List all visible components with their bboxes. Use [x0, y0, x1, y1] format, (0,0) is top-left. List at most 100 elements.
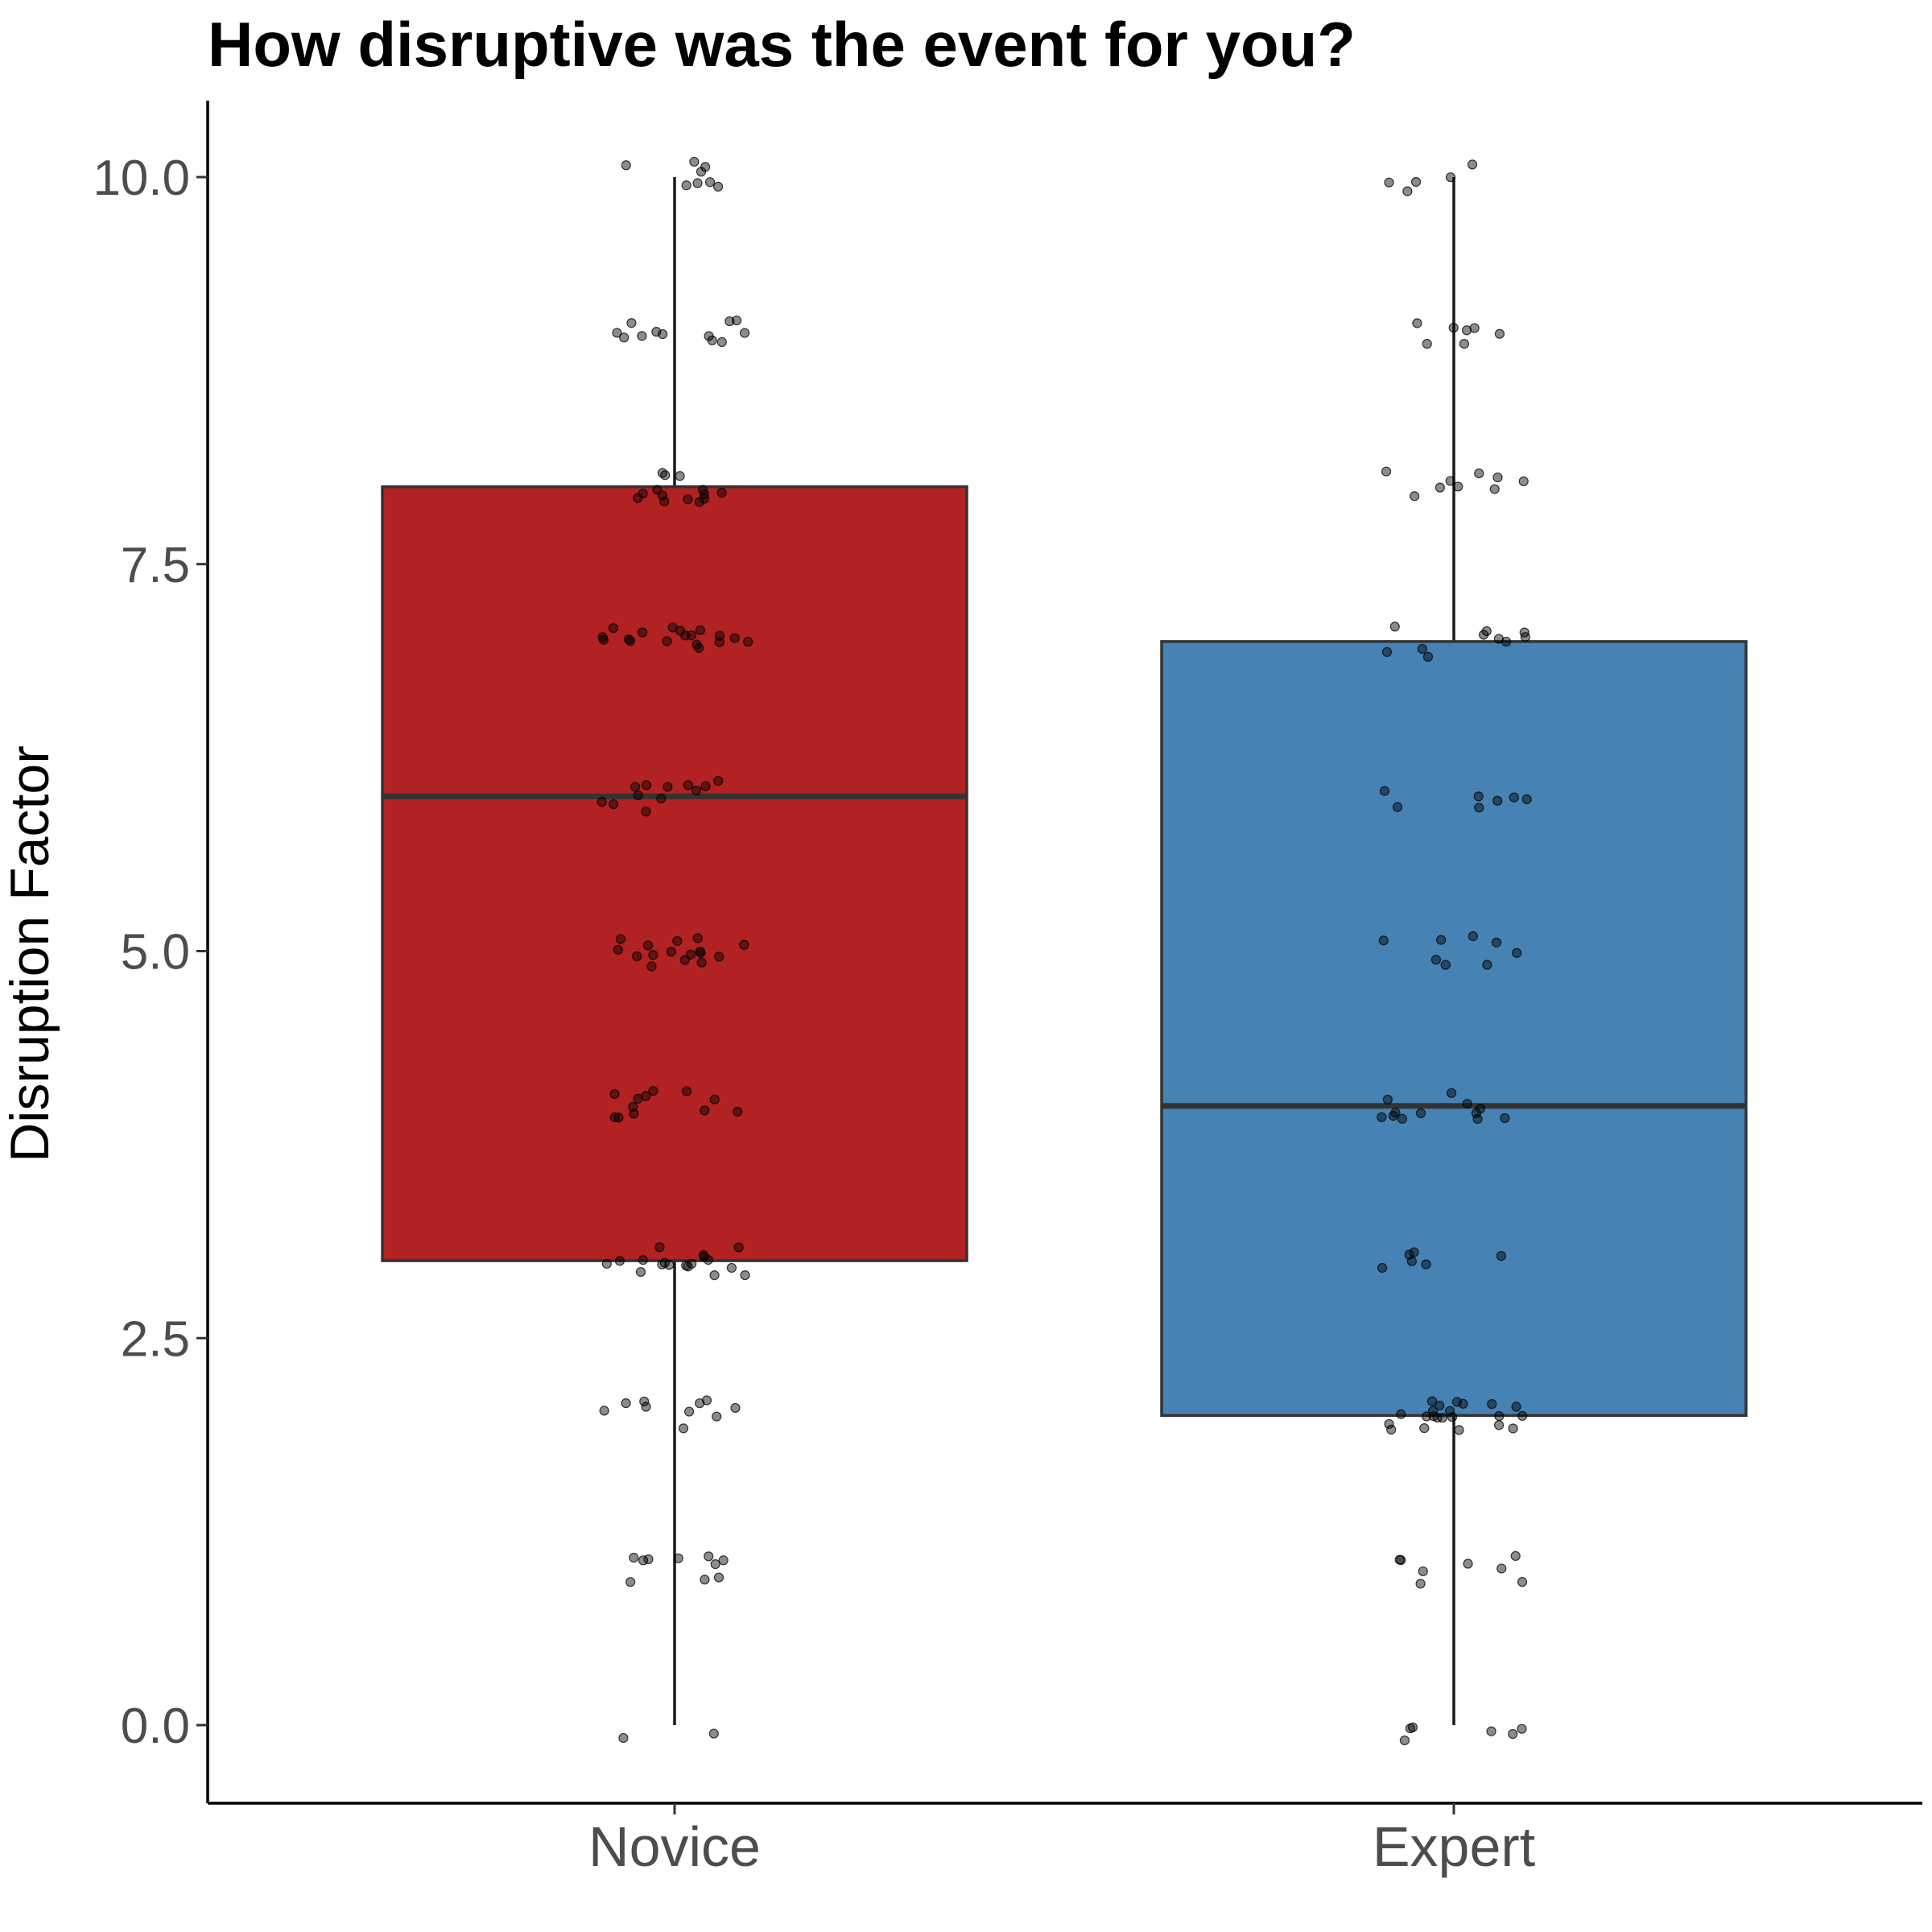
- expert-point: [1379, 786, 1390, 796]
- novice-point: [712, 181, 724, 192]
- novice-point: [699, 489, 709, 500]
- expert-point: [1459, 338, 1470, 349]
- expert-point: [1406, 1256, 1417, 1266]
- expert-point: [1410, 176, 1422, 188]
- expert-point: [1491, 937, 1502, 947]
- expert-point: [1421, 1259, 1431, 1269]
- novice-point: [630, 782, 641, 792]
- novice-point: [718, 1555, 729, 1566]
- expert-point: [1378, 935, 1389, 946]
- expert-point: [1500, 1113, 1510, 1124]
- novice-point: [710, 1559, 720, 1570]
- expert-point: [1517, 1577, 1528, 1587]
- novice-point: [675, 471, 685, 481]
- novice-point: [646, 961, 657, 972]
- novice-point: [707, 335, 717, 345]
- expert-point: [1382, 1094, 1393, 1105]
- expert-point: [1435, 482, 1445, 493]
- expert-point: [1422, 1411, 1432, 1422]
- expert-point: [1508, 1423, 1518, 1434]
- expert-point: [1467, 159, 1478, 170]
- novice-point: [625, 1577, 636, 1587]
- expert-point: [1422, 651, 1434, 663]
- novice-point: [691, 785, 702, 796]
- novice-point: [597, 632, 608, 642]
- expert-point: [1463, 1558, 1473, 1569]
- novice-point: [648, 950, 658, 960]
- expert-point: [1493, 1420, 1505, 1430]
- expert-point: [1389, 621, 1400, 632]
- novice-point: [684, 1406, 695, 1417]
- novice-point: [623, 634, 634, 645]
- expert-point: [1468, 931, 1478, 942]
- novice-point: [713, 1572, 724, 1583]
- novice-point: [704, 177, 716, 188]
- novice-point: [638, 488, 648, 499]
- expert-point: [1446, 1088, 1457, 1098]
- y-tick-label: 7.5: [121, 538, 190, 593]
- expert-point: [1511, 1402, 1521, 1412]
- novice-point: [699, 1252, 709, 1262]
- novice-point: [716, 487, 727, 498]
- novice-point: [608, 623, 618, 634]
- novice-point: [641, 1402, 651, 1412]
- novice-point: [625, 636, 636, 646]
- expert-point: [1508, 1728, 1518, 1740]
- novice-point: [739, 328, 750, 338]
- novice-point: [615, 934, 626, 944]
- novice-point: [687, 1258, 697, 1269]
- novice-point: [694, 497, 704, 507]
- novice-point: [739, 939, 749, 950]
- novice-point: [632, 951, 642, 962]
- novice-point: [637, 627, 648, 638]
- novice-point: [700, 1105, 710, 1116]
- expert-point: [1496, 1563, 1507, 1574]
- expert-point: [1474, 469, 1484, 479]
- expert-point: [1397, 1113, 1407, 1124]
- novice-point: [619, 332, 630, 343]
- expert-point: [1510, 1550, 1521, 1561]
- novice-point: [612, 328, 622, 338]
- novice-point: [696, 947, 706, 958]
- novice-point: [633, 791, 643, 801]
- expert-point: [1448, 322, 1459, 333]
- novice-point: [641, 807, 651, 817]
- expert-point: [1494, 1410, 1505, 1422]
- expert-point: [1430, 955, 1442, 965]
- novice-point: [691, 639, 702, 650]
- expert-point: [1482, 960, 1492, 970]
- novice-point: [597, 796, 607, 807]
- expert-point: [1453, 481, 1463, 492]
- novice-point: [638, 1255, 648, 1265]
- expert-point: [1419, 1423, 1430, 1434]
- expert-point: [1509, 792, 1519, 803]
- novice-point: [696, 957, 707, 968]
- expert-point: [1458, 1398, 1468, 1409]
- expert-point: [1386, 1424, 1397, 1435]
- novice-point: [621, 160, 631, 171]
- expert-point: [1377, 1112, 1387, 1122]
- novice-point: [609, 1112, 620, 1123]
- expert-point: [1492, 472, 1503, 483]
- expert-point: [1445, 172, 1456, 183]
- novice-point: [608, 799, 619, 810]
- expert-point: [1475, 1104, 1486, 1114]
- novice-point: [673, 1553, 683, 1563]
- expert-point: [1517, 1410, 1528, 1422]
- novice-point: [726, 1262, 737, 1274]
- y-axis-label: Disruption Factor: [0, 745, 60, 1162]
- expert-point: [1454, 1425, 1464, 1435]
- novice-point: [641, 780, 652, 791]
- novice-point: [708, 1728, 719, 1739]
- novice-point: [689, 156, 700, 167]
- novice-point: [629, 1108, 639, 1119]
- expert-point: [1436, 935, 1447, 945]
- expert-point: [1432, 1412, 1443, 1423]
- novice-point: [599, 1406, 609, 1416]
- novice-point: [666, 947, 676, 957]
- novice-point: [613, 944, 623, 955]
- novice-point: [733, 1242, 744, 1253]
- expert-point: [1496, 1251, 1506, 1261]
- expert-point: [1426, 1396, 1438, 1406]
- expert-point: [1418, 1566, 1428, 1577]
